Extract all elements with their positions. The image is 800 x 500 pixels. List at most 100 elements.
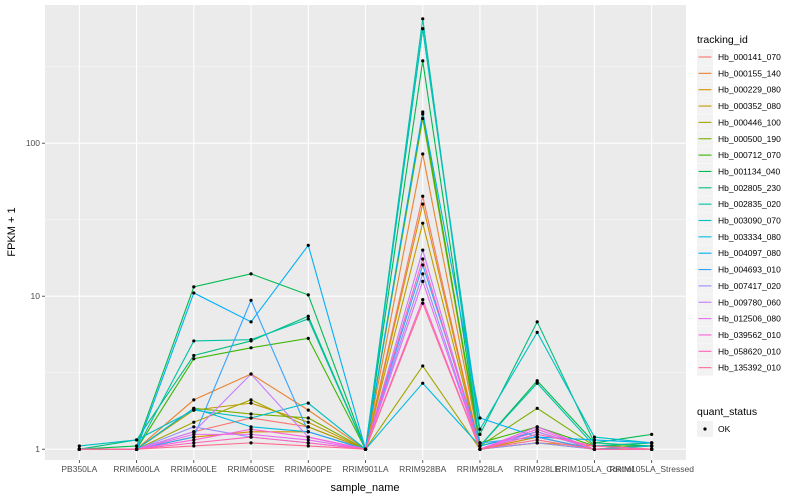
y-tick-label: 10 [31, 291, 41, 301]
data-point [535, 435, 539, 439]
data-point [306, 401, 310, 405]
data-point [421, 59, 425, 63]
x-tick-label: RRIM928BA [399, 464, 447, 474]
data-point [134, 447, 139, 451]
data-point [535, 406, 539, 410]
y-tick-label: 1 [35, 444, 40, 454]
data-point [363, 447, 368, 451]
data-point [192, 444, 196, 448]
legend-label: Hb_000141_070 [718, 52, 781, 62]
data-point [306, 425, 310, 429]
data-point [592, 438, 597, 442]
legend: tracking_id Hb_000141_070 Hb_000155_140 Hb_… [697, 34, 781, 437]
y-tick-label: 100 [26, 138, 40, 148]
data-point [421, 381, 425, 385]
x-tick-label: RRIM105LA_Control [555, 464, 634, 474]
data-point [421, 17, 425, 21]
data-point [192, 430, 196, 434]
data-point [306, 314, 310, 318]
data-point [192, 420, 196, 424]
data-point [592, 444, 597, 448]
x-tick-label: RRIM600SE [227, 464, 275, 474]
data-point [249, 398, 253, 402]
x-tick-label: RRIM928LA [457, 464, 504, 474]
data-point [421, 279, 425, 283]
data-point [249, 435, 253, 439]
data-point [650, 447, 654, 451]
data-point [650, 441, 654, 445]
data-point [421, 152, 425, 156]
data-point [421, 110, 425, 114]
data-point [421, 263, 425, 267]
data-point [592, 447, 597, 451]
data-point [478, 444, 482, 448]
legend-label: Hb_002835_020 [718, 199, 781, 209]
data-point [535, 320, 539, 324]
legend-label: Hb_009780_060 [718, 297, 781, 307]
data-point [421, 194, 425, 198]
x-axis-title: sample_name [330, 482, 399, 494]
data-point [249, 338, 253, 342]
legend-label: Hb_001134_040 [718, 166, 781, 176]
data-point [77, 447, 81, 451]
data-point [421, 27, 425, 31]
shape-legend-point [703, 427, 707, 431]
legend-label: Hb_003090_070 [718, 216, 781, 226]
data-point [192, 285, 196, 289]
legend-title: tracking_id [697, 34, 748, 46]
data-point [478, 441, 482, 445]
data-point [306, 441, 310, 445]
grid-lines [45, 5, 686, 460]
x-tick-label: RRIM600LA [113, 464, 160, 474]
data-point [249, 401, 253, 405]
data-point [77, 444, 81, 448]
x-tick-label: RRIM600LE [171, 464, 218, 474]
x-tick-label: PB350LA [61, 464, 97, 474]
data-point [192, 441, 196, 445]
legend-label: Hb_004097_080 [718, 248, 781, 258]
data-point [535, 438, 539, 442]
legend-label: Hb_007417_020 [718, 281, 781, 291]
data-point [249, 272, 253, 276]
data-point [306, 444, 310, 448]
data-point [192, 291, 196, 295]
data-point [421, 248, 425, 252]
data-point [192, 398, 196, 402]
data-point [306, 317, 310, 321]
data-point [421, 221, 425, 225]
legend-label: Hb_039562_010 [718, 330, 781, 340]
series-points [77, 17, 654, 451]
data-point [249, 412, 253, 416]
data-point [478, 447, 482, 451]
data-point [192, 435, 196, 439]
data-point [478, 432, 482, 436]
legend-label: Hb_003334_080 [718, 232, 781, 242]
data-point [249, 441, 253, 445]
data-point [249, 427, 253, 431]
data-point [306, 243, 310, 247]
legend-label: Hb_000500_190 [718, 134, 781, 144]
legend-label: Hb_135392_010 [718, 363, 781, 373]
data-point [535, 441, 539, 445]
x-tick-label: RRIM105LA_Stressed [609, 464, 694, 474]
data-point [306, 408, 310, 412]
data-point [535, 430, 539, 434]
data-point [478, 416, 482, 420]
y-axis-title: FPKM + 1 [6, 207, 18, 256]
data-point [592, 441, 597, 445]
data-point [192, 425, 196, 429]
data-point [306, 438, 310, 442]
shape-legend-label: OK [718, 424, 731, 434]
data-point [421, 257, 425, 261]
data-point [249, 320, 253, 324]
data-point [306, 430, 310, 434]
data-point [535, 427, 539, 431]
legend-label: Hb_000155_140 [718, 68, 781, 78]
data-point [421, 116, 425, 121]
data-point [306, 435, 310, 439]
data-point [192, 339, 196, 343]
data-point [249, 346, 253, 350]
legend-label: Hb_000352_080 [718, 101, 781, 111]
x-tick-label: RRIM928LE [514, 464, 561, 474]
